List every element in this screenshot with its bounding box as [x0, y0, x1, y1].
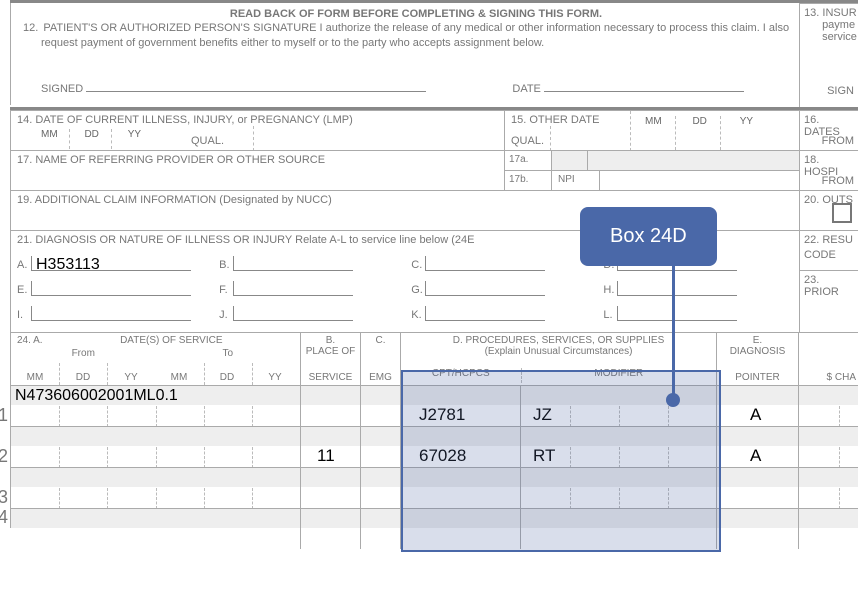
diag-c-value[interactable] — [425, 256, 545, 271]
h24-d: D. PROCEDURES, SERVICES, OR SUPPLIES — [401, 335, 716, 346]
diag-b-value[interactable] — [233, 256, 353, 271]
box20-checkbox[interactable] — [832, 203, 852, 223]
h24-cpt: CPT/HCPCS — [401, 368, 521, 383]
h24-mm2: MM — [155, 372, 203, 383]
h24-yy2: YY — [251, 372, 299, 383]
row-num-4: 4 — [0, 507, 8, 528]
callout-box24d: Box 24D — [580, 207, 717, 266]
h24-b: B. — [301, 335, 360, 346]
h24-e: E. — [717, 335, 798, 346]
diag-a-value[interactable]: H353113 — [31, 256, 191, 271]
box14-mm: MM — [41, 129, 58, 140]
diag-k: K. — [411, 309, 425, 321]
box14-qual: QUAL. — [191, 135, 224, 147]
box13-a: INSUR — [822, 7, 856, 19]
box16-from: FROM — [822, 135, 854, 147]
cpt-value[interactable]: J2781 — [419, 405, 465, 425]
readback-title: READ BACK OF FORM BEFORE COMPLETING & SI… — [230, 8, 602, 20]
h24-mm1: MM — [11, 372, 59, 383]
sign2-label: SIGN — [827, 85, 854, 97]
box15-dd: DD — [692, 116, 706, 127]
box14-dd: DD — [84, 129, 98, 140]
pos-value[interactable]: 11 — [317, 446, 335, 466]
diag-f: F. — [219, 284, 233, 296]
box18-from: FROM — [822, 175, 854, 187]
h24-yy1: YY — [107, 372, 155, 383]
diag-j: J. — [219, 309, 233, 321]
row-num: 2 — [0, 446, 8, 467]
date-label: DATE — [512, 83, 541, 95]
callout-connector — [672, 266, 675, 396]
box17a-label: 17a. — [505, 151, 552, 170]
cpt-value[interactable]: 67028 — [419, 446, 466, 466]
box13-b: payme — [822, 19, 855, 31]
h24-chg: $ CHA — [827, 372, 856, 383]
mod-value[interactable]: RT — [533, 446, 555, 466]
table-row: 3 — [11, 467, 858, 508]
diag-l: L. — [603, 309, 617, 321]
table-row: 1 N473606002001ML0.1 J2781 JZ A — [11, 385, 858, 426]
signed-label: SIGNED — [41, 83, 83, 95]
diag-e: E. — [17, 284, 31, 296]
h24-a: 24. A. — [17, 335, 43, 346]
box14-yy: YY — [128, 129, 141, 140]
h24-diag: DIAGNOSIS — [717, 346, 798, 357]
diag-l-value[interactable] — [617, 306, 737, 321]
box17-npi: NPI — [552, 171, 600, 190]
box14-label: 14. DATE OF CURRENT ILLNESS, INJURY, or … — [11, 111, 504, 129]
callout-dot — [666, 393, 680, 407]
h24-dates: DATE(S) OF SERVICE — [120, 335, 222, 346]
diag-f-value[interactable] — [233, 281, 353, 296]
diag-i-value[interactable] — [31, 306, 191, 321]
box22-code: CODE — [800, 249, 858, 261]
box15-yy: YY — [740, 116, 753, 127]
mod-value[interactable]: JZ — [533, 405, 552, 425]
date-line[interactable] — [544, 79, 744, 92]
ptr-value[interactable]: A — [750, 405, 761, 425]
table-row: 2 11 67028 RT A — [11, 426, 858, 467]
h24-dd1: DD — [59, 372, 107, 383]
diag-c: C. — [411, 259, 425, 271]
h24-emg: EMG — [361, 372, 400, 383]
shaded-text: N473606002001ML0.1 — [15, 387, 178, 405]
signed-line[interactable] — [86, 79, 426, 92]
box15-qual: QUAL. — [511, 135, 544, 147]
h24-place: PLACE OF — [301, 346, 360, 357]
box17b-label: 17b. — [505, 171, 552, 190]
box22-label: 22. RESU — [800, 231, 858, 249]
diag-b: B. — [219, 259, 233, 271]
box17-label: 17. NAME OF REFERRING PROVIDER OR OTHER … — [11, 151, 504, 169]
diag-j-value[interactable] — [233, 306, 353, 321]
diag-h: H. — [603, 284, 617, 296]
diag-a: A. — [17, 259, 31, 271]
box12-num: 12. — [23, 22, 38, 34]
row-num: 3 — [0, 487, 8, 508]
h24-service: SERVICE — [301, 372, 360, 383]
table-24: 24. A. DATE(S) OF SERVICE From To MM DD Y… — [10, 332, 858, 528]
diag-g: G. — [411, 284, 425, 296]
h24-to: To — [156, 348, 301, 359]
box15-mm: MM — [645, 116, 662, 127]
diag-h-value[interactable] — [617, 281, 737, 296]
h24-dd2: DD — [203, 372, 251, 383]
ptr-value[interactable]: A — [750, 446, 761, 466]
h24-c: C. — [361, 335, 400, 346]
box13-c: service — [822, 31, 857, 43]
diag-k-value[interactable] — [425, 306, 545, 321]
box23-label: 23. PRIOR — [800, 271, 858, 301]
h24-from: From — [11, 348, 156, 359]
diag-g-value[interactable] — [425, 281, 545, 296]
h24-mod: MODIFIER — [522, 368, 716, 383]
row-num: 1 — [0, 405, 8, 426]
h24-explain: (Explain Unusual Circumstances) — [401, 346, 716, 357]
diag-e-value[interactable] — [31, 281, 191, 296]
h24-pointer: POINTER — [717, 372, 798, 383]
box12-title: PATIENT'S OR AUTHORIZED PERSON'S SIGNATU… — [43, 22, 316, 34]
box13-num: 13. — [804, 7, 819, 19]
diag-i: I. — [17, 309, 31, 321]
